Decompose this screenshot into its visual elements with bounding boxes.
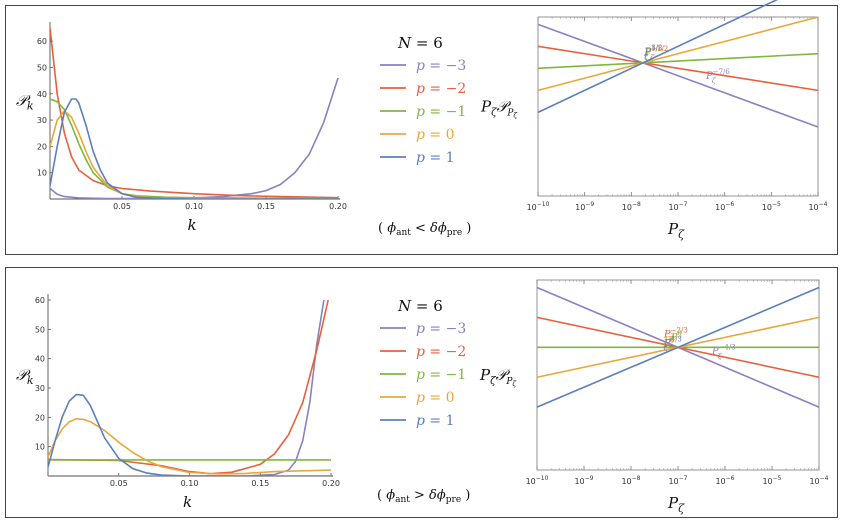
legend-title: N = 6 <box>397 34 443 52</box>
plot-frame <box>536 279 820 471</box>
legend-title: N = 6 <box>397 297 443 315</box>
bottom-left-chart: 0.05 0.10 0.15 0.20 10 20 30 40 50 60 𝒫k k <box>16 294 340 511</box>
y-axis-label: Pζ𝒫Pζ <box>479 366 517 388</box>
series-line <box>48 299 325 476</box>
x-tick-label: 10−8 <box>622 201 641 212</box>
series-power-label: P3/2 ζ <box>643 44 662 61</box>
y-tick-label: 40 <box>35 355 45 364</box>
bottom-condition-note: ( ϕant > δϕpre ) <box>377 488 470 505</box>
x-tick-label: 10−9 <box>575 201 594 212</box>
y-tick-label: 60 <box>35 296 45 305</box>
x-tick-label: 0.20 <box>329 202 347 211</box>
x-tick-label: 0.15 <box>257 202 275 211</box>
x-tick-label: 0.10 <box>181 479 199 488</box>
series-line <box>48 417 332 475</box>
series-line <box>537 23 819 128</box>
top-left-chart: 0.05 0.10 0.15 0.20 10 20 30 40 50 60 𝒫k k <box>16 22 347 234</box>
series-line <box>537 0 779 114</box>
x-axis-label: k <box>183 493 192 511</box>
x-tick-label: 10−4 <box>808 201 827 212</box>
x-tick-label: 0.10 <box>185 202 203 211</box>
series-power-label: P0 ζ <box>664 329 682 346</box>
y-tick-label: 30 <box>37 116 47 125</box>
bottom-legend: N = 6 p = −3 p = −2 p = −1 p = 0 p = 1 <box>380 297 466 429</box>
y-axis-label: 𝒫k <box>16 366 34 387</box>
top-right-chart: 10−10 10−9 10−8 10−7 10−6 10−5 10−4 Pζ Pζ𝒫Pζ P−7/… <box>480 0 828 241</box>
series-power-label: P4/3 ζ <box>663 335 682 352</box>
y-tick-label: 10 <box>35 443 45 452</box>
legend-entry-label: p = −3 <box>416 58 466 74</box>
series-power-label: P2/3 ζ <box>663 332 682 349</box>
series-line <box>48 299 329 475</box>
legend-entry-label: p = −2 <box>416 344 466 360</box>
x-tick-label: 0.05 <box>110 479 128 488</box>
x-tick-label: 10−9 <box>574 475 593 486</box>
x-tick-label: 10−7 <box>668 201 687 212</box>
series-line <box>537 52 819 70</box>
legend-entry-label: p = 0 <box>416 390 455 406</box>
x-axis-label: Pζ <box>667 494 685 515</box>
x-tick-label: 0.05 <box>113 202 131 211</box>
x-tick-label: 10−4 <box>809 475 828 486</box>
x-tick-label: 10−6 <box>715 201 734 212</box>
top-panel <box>5 5 838 255</box>
series-line <box>48 393 331 476</box>
series-line <box>50 98 338 199</box>
x-tick-label: 10−6 <box>715 475 734 486</box>
series-power-label: P−7/6 ζ <box>705 68 730 85</box>
x-tick-label: 0.20 <box>322 479 340 488</box>
bottom-right-chart: 10−1010−910−810−710−610−510−4PζPζ𝒫PζP−4/… <box>479 279 829 515</box>
series-line <box>537 45 819 92</box>
series-power-label: P1/6 ζ <box>643 45 663 62</box>
y-axis-label: 𝒫k <box>16 92 34 113</box>
top-legend: N = 6 p = −3 p = −2 p = −1 p = 0 p = 1 <box>380 34 466 166</box>
x-axis-label: k <box>187 216 196 234</box>
x-axis-label: Pζ <box>667 220 685 241</box>
y-tick-label: 40 <box>37 90 47 99</box>
y-tick-label: 20 <box>37 142 47 151</box>
x-tick-label: 10−5 <box>762 475 781 486</box>
legend-entry-label: p = 1 <box>416 413 455 429</box>
y-tick-label: 10 <box>37 169 47 178</box>
legend-entry-label: p = −1 <box>416 367 466 383</box>
legend-entry-label: p = 1 <box>416 150 455 166</box>
series-power-label: P−2/3 ζ <box>663 326 688 343</box>
top-condition-note: ( ϕant < δϕpre ) <box>378 221 471 238</box>
x-tick-label: 0.15 <box>251 479 269 488</box>
y-tick-label: 60 <box>37 37 47 46</box>
series-line <box>536 286 820 408</box>
x-tick-label: 10−7 <box>668 475 687 486</box>
x-tick-label: 10−5 <box>762 201 781 212</box>
series-power-label: P5/6 ζ <box>643 44 663 61</box>
series-line <box>50 110 338 199</box>
x-tick-label: 10−10 <box>526 475 549 486</box>
y-tick-label: 30 <box>35 384 45 393</box>
legend-entry-label: p = −1 <box>416 104 466 120</box>
y-tick-label: 50 <box>35 325 45 334</box>
y-tick-label: 50 <box>37 63 47 72</box>
legend-entry-label: p = 0 <box>416 127 455 143</box>
x-tick-label: 10−10 <box>527 201 550 212</box>
x-tick-label: 10−8 <box>621 475 640 486</box>
legend-entry-label: p = −2 <box>416 81 466 97</box>
legend-entry-label: p = −3 <box>416 321 466 337</box>
series-line <box>537 16 819 92</box>
plot-frame <box>537 16 819 197</box>
y-tick-label: 20 <box>35 413 45 422</box>
y-axis-label: Pζ𝒫Pζ <box>480 98 518 120</box>
